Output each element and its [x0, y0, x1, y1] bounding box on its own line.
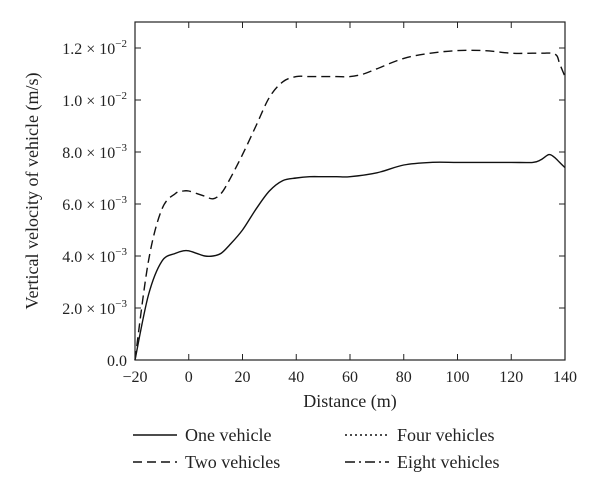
series-line-two-vehicles — [134, 49, 566, 361]
y-tick-label: 1.2 × 10−2 — [62, 38, 127, 58]
x-tick-label: 100 — [446, 369, 470, 386]
legend-item-one-vehicle: One vehicle — [133, 425, 271, 445]
legend-item-four-vehicles: Four vehicles — [345, 425, 494, 445]
x-tick-label: 140 — [553, 369, 577, 386]
y-tick-label: 8.0 × 10−3 — [62, 142, 127, 162]
legend-item-two-vehicles: Two vehicles — [133, 452, 280, 472]
y-tick-label: 4.0 × 10−3 — [62, 246, 127, 266]
y-axis-label: Vertical velocity of vehicle (m/s) — [22, 73, 43, 310]
axes: −20 0 20 40 60 80 100 120 140 0.0 2.0 × 10−3 4.0 × … — [22, 21, 577, 412]
legend: One vehicle Two vehicles Four vehicles Eigh… — [133, 425, 499, 472]
x-axis-label: Distance (m) — [303, 391, 396, 412]
legend-label: Eight vehicles — [397, 452, 499, 472]
x-tick-label: 40 — [288, 369, 304, 386]
legend-item-eight-vehicles: Eight vehicles — [345, 452, 499, 472]
x-tick-label: 120 — [499, 369, 523, 386]
x-tick-label: 20 — [235, 369, 251, 386]
x-tick-label: 80 — [396, 369, 412, 386]
x-tick-label: 0 — [185, 369, 193, 386]
legend-label: One vehicle — [185, 425, 271, 445]
x-tick-label: 60 — [342, 369, 358, 386]
series-layer — [134, 49, 566, 361]
x-tick-label: −20 — [122, 369, 147, 386]
legend-label: Four vehicles — [397, 425, 494, 445]
y-tick-label: 0.0 — [107, 353, 127, 370]
series-line-one-vehicle — [134, 153, 566, 361]
y-tick-label: 6.0 × 10−3 — [62, 194, 127, 214]
y-tick-label: 2.0 × 10−3 — [62, 298, 127, 318]
plot-frame — [134, 21, 566, 361]
legend-label: Two vehicles — [185, 452, 280, 472]
y-tick-label: 1.0 × 10−2 — [62, 90, 127, 110]
